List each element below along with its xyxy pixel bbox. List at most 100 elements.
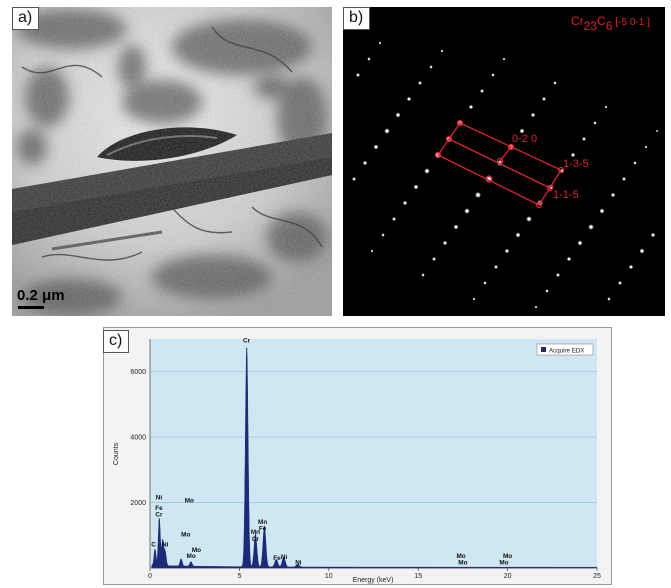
diffraction-spot [504,248,510,254]
peak-annotation: Ni [162,541,169,548]
peak-marker [283,557,285,559]
diffraction-spot [530,112,536,118]
diffraction-spot [378,41,382,45]
diffraction-spot [432,257,436,261]
diffraction-spot [577,240,583,246]
panel-label-b: b) [343,7,371,30]
diffraction-spot [381,233,385,237]
legend-swatch [541,347,546,352]
diffraction-spot [362,160,368,166]
diffraction-spot [464,208,470,214]
diffraction-spot [570,152,576,158]
diffraction-spot [566,256,572,262]
y-axis-label: Counts [113,442,120,465]
x-tick-label: 10 [325,573,333,580]
diffraction-spot [424,168,430,174]
peak-annotation: Mo [499,560,508,567]
peak-marker [246,348,248,350]
peak-marker [275,559,277,562]
diffraction-spot [582,137,586,141]
index-label-1-3-5: 1-3-5 [563,158,589,170]
y-tick-label: 4000 [130,435,146,442]
peak-annotation: Cr [252,536,260,543]
peak-annotation: Ni [156,494,163,501]
peak-annotation: Mo [456,553,465,560]
x-axis-label: Energy (keV) [353,577,394,584]
diffraction-spot [534,305,538,309]
peak-annotation: Cr [243,337,251,344]
diffraction-spot [402,200,408,206]
peak-annotation: Mo [181,531,190,538]
diffraction-spot [633,161,637,165]
diffraction-spot [545,289,549,293]
legend: Acquire EDX [536,343,594,356]
diffraction-spot [392,217,396,221]
panel-label-c: c) [103,330,130,353]
diffraction-spot [618,281,622,285]
diffraction-spot [502,57,506,61]
diffraction-spot [442,240,448,246]
peak-annotation: Ni [281,554,288,561]
diffraction-spot [468,104,474,110]
diffraction-spot [599,208,605,214]
diffraction-spot [356,73,360,77]
peak-marker [263,526,266,528]
diffraction-spot [395,112,401,118]
peak-annotation: Fe [259,526,267,533]
peak-annotation: Cr [155,511,163,518]
diffraction-spot [384,128,390,134]
diffraction-spot [370,249,374,253]
tem-micrograph-image [12,7,332,316]
diffraction-spot [475,192,481,198]
diffraction-spot [526,216,532,222]
diffraction-spot [421,273,425,277]
edx-spectrum-panel: 2000 4000 6000 0 5 10 15 20 25 Ni Fe Cr C Ni Mo Mo Mo M… [103,327,612,585]
plot-area [150,339,597,568]
diffraction-spot [593,121,597,125]
peak-annotation: Mo [192,547,201,554]
diffraction-spot [588,224,594,230]
diffraction-spot [373,144,379,150]
diffraction-spot [491,73,495,77]
diffraction-spot [515,232,521,238]
diffraction-spot [519,128,525,134]
y-tick-label: 6000 [130,369,146,376]
diffraction-spot [628,264,634,270]
peak-marker [154,551,156,553]
diffraction-spot [440,49,444,53]
peak-annotation: Fe [155,505,163,512]
index-label-1-1-5: 1-1-5 [553,189,579,201]
scale-bar [18,306,44,309]
panel-label-a: a) [12,7,40,30]
peak-marker [162,541,164,544]
diffraction-spot [639,248,645,254]
diffraction-spot [610,192,616,198]
x-tick-label: 5 [237,573,241,580]
diffraction-spot [542,97,546,101]
peak-annotation: Mn [251,529,260,536]
diffraction-spot [607,297,611,301]
y-tick-label: 2000 [130,500,146,507]
diffraction-spot [644,145,648,149]
diffraction-spot [472,297,476,301]
x-tick-label: 25 [593,573,601,580]
peak-annotation: Mo [185,498,194,505]
diffraction-spot [622,177,626,181]
x-tick-label: 15 [414,573,422,580]
peak-annotation: Ni [295,559,302,566]
x-tick-label: 20 [504,573,512,580]
scale-bar-label: 0.2 μm [17,287,65,304]
tem-micrograph-panel: a) 0.2 μm [12,7,332,316]
peak-marker [164,553,166,555]
legend-label: Acquire EDX [549,348,584,355]
diffraction-pattern-panel: 0-2 0 1-3-5 1-1-5 Cr23C6 [-5 0-1 ] b) [343,7,665,316]
diffraction-spot [604,105,608,109]
diffraction-spot [429,65,433,69]
diffraction-spot [453,224,459,230]
peak-marker [297,564,299,566]
diffraction-spot [418,81,422,85]
peak-marker [254,534,257,536]
peak-annotation: Fe [273,555,281,562]
x-tick-label: 0 [148,573,152,580]
